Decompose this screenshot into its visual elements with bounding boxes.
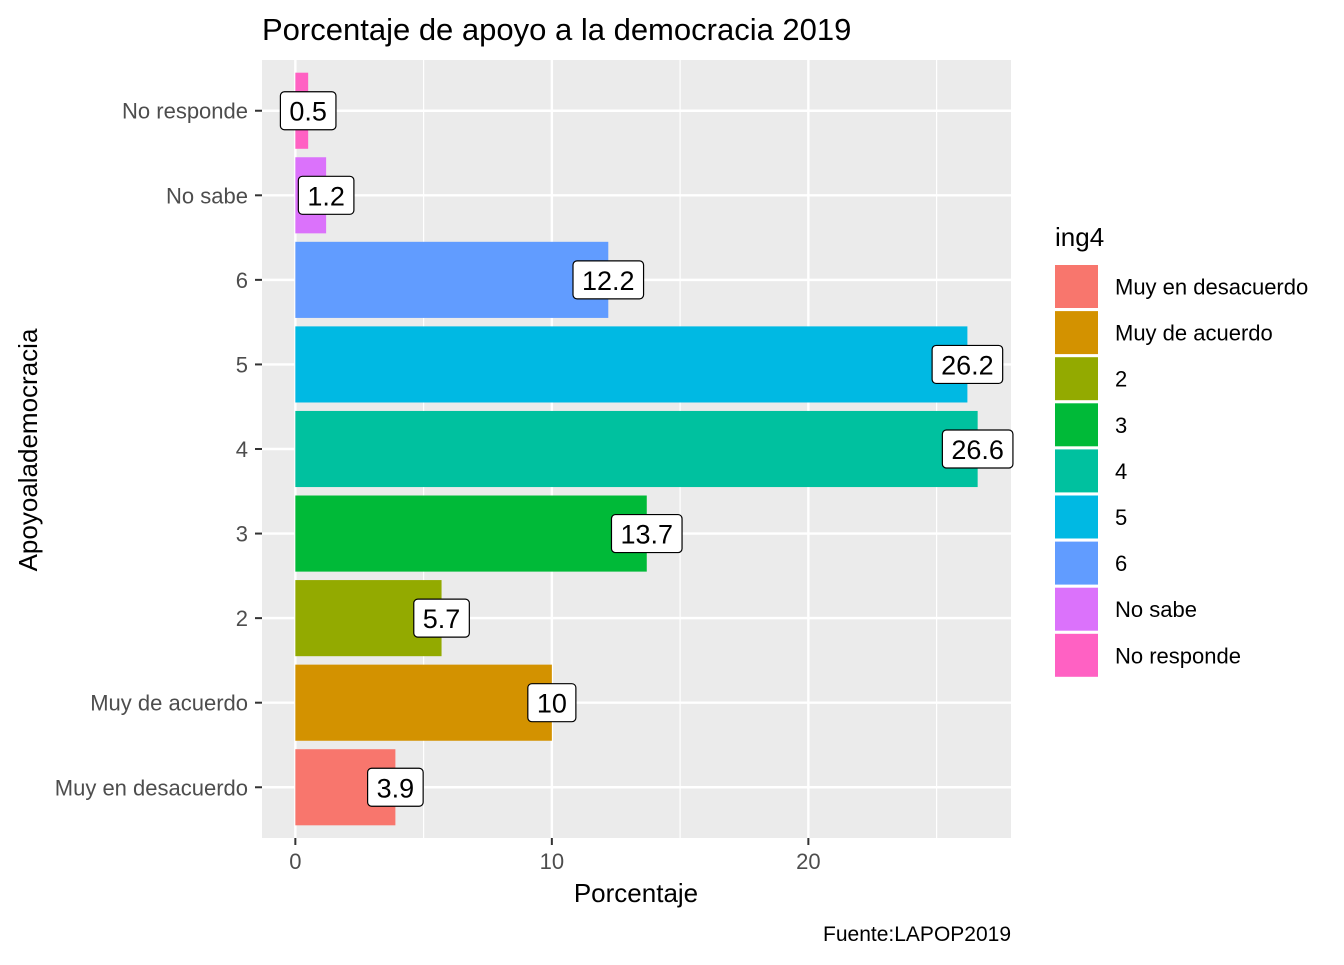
legend-key-5 [1055,495,1098,539]
data-label-box [610,513,683,554]
y-tick-label-4: 4 [236,437,248,462]
data-label-no-responde: 0.5 [279,91,337,131]
data-label-box [367,767,424,807]
y-tick-label-no-responde: No responde [122,99,248,124]
data-label-text: 12.2 [582,266,635,296]
legend-key-muy-en-desacuerdo [1055,265,1098,308]
y-tick-label-6: 6 [236,268,248,293]
x-tick-label: 20 [796,849,820,874]
data-label-5: 26.2 [931,344,1004,385]
legend-label-4: 4 [1115,459,1127,484]
bar-4 [295,410,978,488]
legend-key-2 [1055,357,1098,401]
legend-label-3: 3 [1115,413,1127,438]
x-tick-label: 0 [289,849,301,874]
data-label-3: 13.7 [610,513,683,554]
bar-muy-de-acuerdo [295,664,552,741]
y-tick-label-3: 3 [236,522,248,547]
data-label-box [527,683,577,723]
chart-title: Porcentaje de apoyo a la democracia 2019 [262,12,851,47]
data-label-text: 5.7 [423,604,461,634]
data-label-text: 13.7 [620,520,673,550]
data-label-muy-de-acuerdo: 10 [527,683,577,723]
data-label-box [279,91,337,131]
data-label-box [931,344,1004,385]
data-label-no-sabe: 1.2 [297,175,355,215]
data-label-text: 3.9 [377,773,415,803]
y-tick-label-no-sabe: No sabe [166,183,248,208]
legend-label-5: 5 [1115,505,1127,530]
legend-label-2: 2 [1115,367,1127,392]
legend-key-no-responde [1055,633,1098,677]
y-tick-label-muy-de-acuerdo: Muy de acuerdo [90,691,248,716]
legend: ing4 Muy en desacuerdo Muy de acuerdo 2 3 4 5… [1055,222,1308,677]
legend-key-3 [1055,403,1098,447]
legend-label-no-sabe: No sabe [1115,597,1197,622]
y-tick-label-muy-en-desacuerdo: Muy en desacuerdo [55,775,248,800]
legend-key-6 [1055,541,1098,585]
bar-3 [295,495,647,572]
x-tick-label: 10 [540,849,564,874]
legend-key-no-sabe [1055,587,1098,631]
chart-caption: Fuente:LAPOP2019 [823,923,1011,946]
legend-key-4 [1055,449,1098,493]
legend-key-muy-de-acuerdo [1055,311,1098,355]
x-axis-title: Porcentaje [574,878,698,908]
y-tick-label-5: 5 [236,352,248,377]
y-tick-label-2: 2 [236,606,248,631]
data-label-box [941,429,1014,469]
bar-6 [295,241,609,318]
legend-title: ing4 [1055,222,1104,252]
y-axis-title: Apoyoalademocracia [13,328,43,571]
legend-label-no-responde: No responde [1115,643,1241,668]
legend-label-muy-de-acuerdo: Muy de acuerdo [1115,321,1273,346]
data-label-box [413,598,470,638]
data-label-box [572,260,645,300]
data-label-text: 1.2 [307,181,345,211]
data-label-6: 12.2 [572,260,645,300]
data-label-text: 26.2 [941,350,994,380]
data-label-4: 26.6 [941,429,1014,469]
bar-5 [295,326,968,403]
data-label-text: 10 [537,689,567,719]
data-label-text: 0.5 [289,97,327,127]
data-label-2: 5.7 [413,598,470,638]
data-label-muy-en-desacuerdo: 3.9 [367,767,424,807]
data-label-box [297,175,355,215]
legend-label-6: 6 [1115,551,1127,576]
legend-label-muy-en-desacuerdo: Muy en desacuerdo [1115,275,1308,300]
data-label-text: 26.6 [951,435,1004,465]
